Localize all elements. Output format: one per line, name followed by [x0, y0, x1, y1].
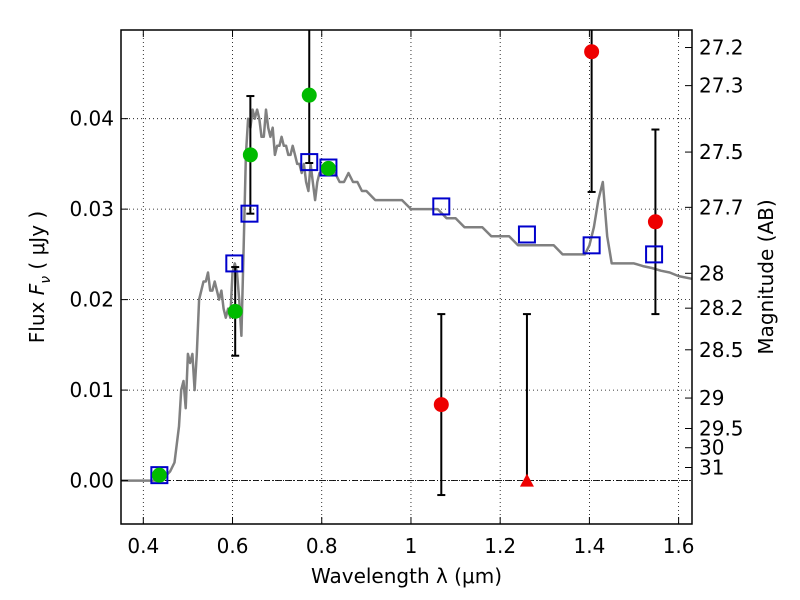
y-tick-label: 0.00	[69, 469, 114, 493]
y2-axis-label: Magnitude (AB)	[754, 199, 778, 354]
x-tick-label: 1	[405, 534, 418, 558]
y-tick-label: 0.03	[69, 197, 114, 221]
y-axis-label-prefix: Flux	[25, 295, 49, 343]
green-data-point	[151, 467, 167, 483]
y-axis-label-subscript: ν	[38, 276, 54, 284]
y-tick-label: 0.02	[69, 288, 114, 312]
model-square-marker	[432, 197, 451, 216]
green-points-layer	[151, 87, 336, 483]
sed-curve-layer	[121, 108, 693, 482]
y2-tick-label: 27.7	[699, 195, 744, 219]
model-square-marker	[150, 466, 169, 485]
red-points-layer	[433, 44, 663, 487]
model-square-marker	[300, 153, 319, 172]
red-upper-limit-marker	[519, 473, 534, 487]
y2-tick-label: 30	[699, 436, 724, 460]
red-data-point	[584, 44, 600, 60]
tick-layer: 0.4 0.6 0.8 1 1.2 1.4 1.6 0.00 0.01 0.02 0.03 0.04 2…	[69, 30, 744, 558]
y-tick-label: 0.04	[69, 107, 114, 131]
grid-layer	[121, 30, 692, 524]
model-square-marker	[645, 245, 664, 264]
green-data-point	[320, 160, 336, 176]
errorbar-layer	[231, 30, 660, 497]
x-tick-label: 1.2	[484, 534, 516, 558]
y2-tick-label: 29.5	[699, 417, 744, 441]
y2-tick-label: 27.3	[699, 74, 744, 98]
y2-tick-label: 28.5	[699, 338, 744, 362]
sed-curve-line	[121, 108, 693, 482]
model-square-marker	[240, 204, 259, 223]
green-data-point	[227, 303, 243, 319]
model-points-layer	[150, 153, 664, 485]
x-tick-label: 1.6	[663, 534, 695, 558]
y2-tick-label: 31	[699, 455, 724, 479]
green-data-point	[242, 147, 258, 163]
green-data-point	[301, 87, 317, 103]
y2-tick-label: 28.2	[699, 296, 744, 320]
model-square-marker	[582, 236, 601, 255]
y2-tick-label: 29	[699, 386, 724, 410]
plot-frame	[120, 29, 693, 525]
y-axis-label-symbol: F	[25, 283, 49, 295]
x-axis-label: Wavelength λ (μm)	[311, 564, 502, 588]
y2-tick-label: 28	[699, 261, 724, 285]
x-tick-label: 1.4	[573, 534, 605, 558]
x-tick-label: 0.4	[127, 534, 159, 558]
red-data-point	[647, 214, 663, 230]
y-axis-label-suffix: ( μJy )	[25, 211, 49, 276]
model-square-marker	[225, 254, 244, 273]
y-tick-label: 0.01	[69, 378, 114, 402]
y2-tick-label: 27.5	[699, 140, 744, 164]
y-axis-label: Flux Fν ( μJy )	[25, 211, 54, 343]
y2-tick-label: 27.2	[699, 36, 744, 60]
x-tick-label: 0.6	[217, 534, 249, 558]
model-square-marker	[517, 225, 536, 244]
red-data-point	[433, 397, 449, 413]
x-tick-label: 0.8	[306, 534, 338, 558]
